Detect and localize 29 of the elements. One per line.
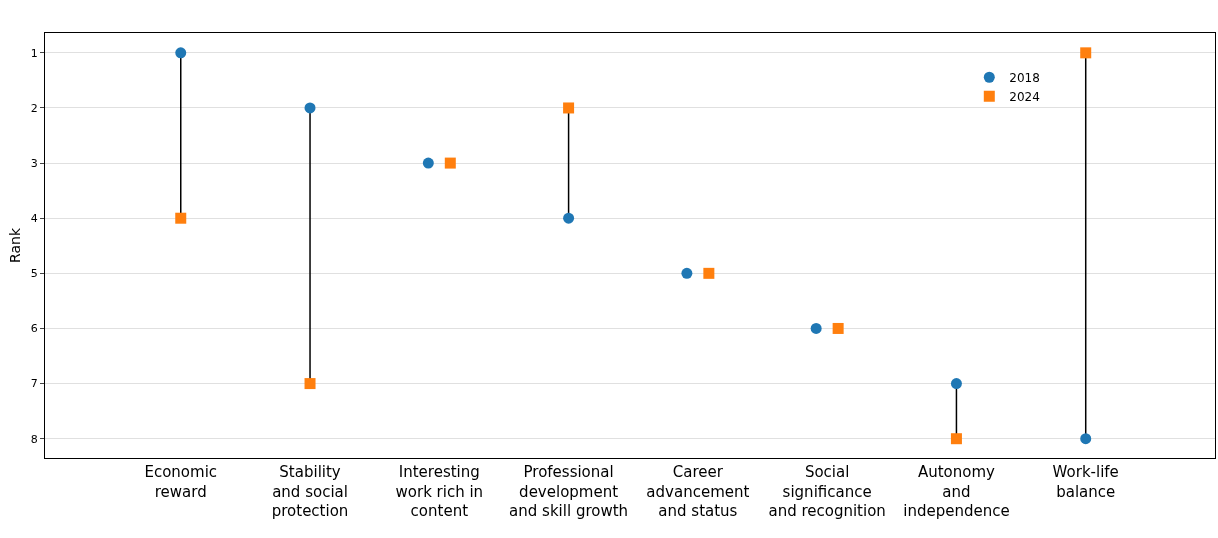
y-tick-label: 7 (30, 377, 38, 391)
y-tick-label: 2 (30, 101, 38, 115)
y-axis-title: Rank (7, 227, 24, 263)
legend-label: 2018 (1009, 70, 1040, 85)
y-tick-label: 8 (30, 432, 38, 446)
point (1080, 47, 1092, 59)
x-tick-label: Stability and social protection (271, 463, 349, 520)
point (175, 212, 187, 224)
y-tick-label: 3 (30, 156, 38, 170)
y-tick-label: 6 (30, 322, 38, 336)
point (563, 102, 575, 114)
x-tick-label: Economic reward (144, 463, 218, 501)
point (304, 378, 316, 390)
y-tick-label: 5 (30, 267, 38, 281)
y-tick-label: 1 (30, 46, 38, 60)
point (563, 212, 575, 224)
x-tick-label: Autonomy and independence (903, 463, 1010, 520)
point (950, 378, 962, 390)
point (1080, 433, 1092, 445)
point (175, 47, 187, 59)
point (304, 102, 316, 114)
legend-label: 2024 (1009, 89, 1040, 104)
x-tick-label: Social significance and recognition (768, 463, 886, 520)
x-tick-label: Professional development and skill growth (509, 463, 629, 520)
y-tick-label: 4 (30, 212, 38, 226)
x-tick-label: Interesting work rich in content (395, 463, 484, 520)
point (950, 433, 962, 445)
x-tick-label: Work-life balance (1052, 463, 1119, 501)
x-tick-label: Career advancement and status (646, 463, 750, 520)
